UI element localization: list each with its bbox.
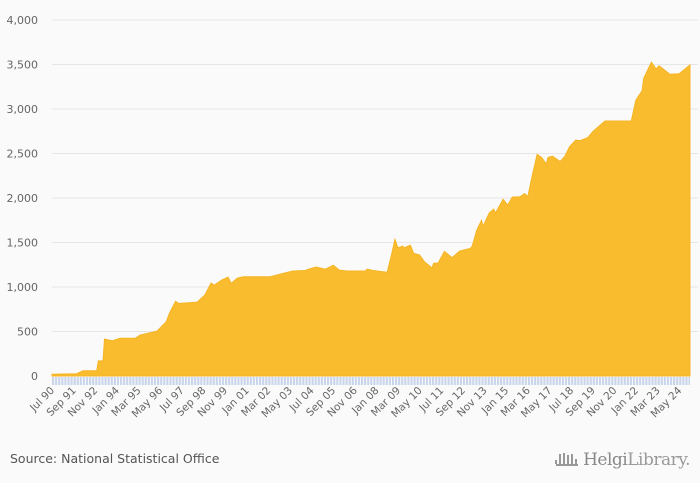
x-axis-tick-band bbox=[52, 377, 690, 385]
area-chart: 05001,0001,5002,0002,5003,0003,5004,000 … bbox=[7, 14, 698, 420]
y-tick-label: 0 bbox=[31, 370, 38, 383]
library-logo-icon bbox=[555, 453, 579, 466]
series-area bbox=[51, 61, 691, 377]
y-tick-label: 2,500 bbox=[7, 148, 39, 161]
helgi-library-logo[interactable]: HelgiLibrary. bbox=[555, 450, 690, 470]
y-tick-label: 1,000 bbox=[7, 281, 39, 294]
y-tick-label: 2,000 bbox=[7, 192, 39, 205]
y-tick-label: 500 bbox=[17, 326, 38, 339]
source-note: Source: National Statistical Office bbox=[10, 451, 220, 466]
y-tick-label: 3,000 bbox=[7, 103, 39, 116]
logo-text: HelgiLibrary. bbox=[583, 450, 690, 470]
y-tick-label: 1,500 bbox=[7, 237, 39, 250]
y-tick-label: 4,000 bbox=[7, 14, 39, 27]
y-axis-labels: 0 500 1,000 1,500 2,000 2,500 3,000 3,500 4,000 bbox=[7, 14, 39, 383]
gridlines bbox=[52, 19, 698, 332]
y-tick-label: 3,500 bbox=[7, 59, 39, 72]
